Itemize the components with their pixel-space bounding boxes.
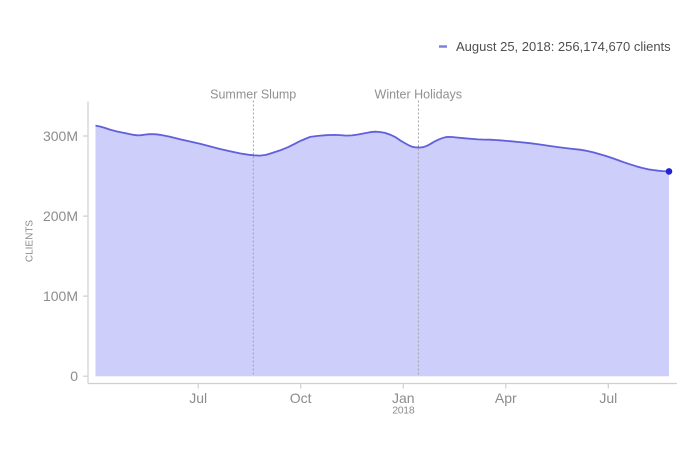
svg-text:100M: 100M: [43, 288, 78, 304]
svg-text:0: 0: [70, 368, 78, 384]
svg-text:CLIENTS: CLIENTS: [25, 220, 36, 263]
svg-text:August 25, 2018: 256,174,670 c: August 25, 2018: 256,174,670 clients: [456, 39, 671, 54]
svg-text:200M: 200M: [43, 208, 78, 224]
svg-text:Jan: Jan: [392, 390, 415, 406]
svg-text:Winter Holidays: Winter Holidays: [375, 87, 463, 101]
svg-text:Oct: Oct: [290, 390, 312, 406]
svg-text:Jul: Jul: [599, 390, 617, 406]
svg-text:Jul: Jul: [189, 390, 207, 406]
svg-text:2018: 2018: [392, 404, 415, 416]
svg-text:300M: 300M: [43, 128, 78, 144]
svg-text:Apr: Apr: [495, 390, 517, 406]
svg-text:Summer Slump: Summer Slump: [210, 87, 296, 101]
